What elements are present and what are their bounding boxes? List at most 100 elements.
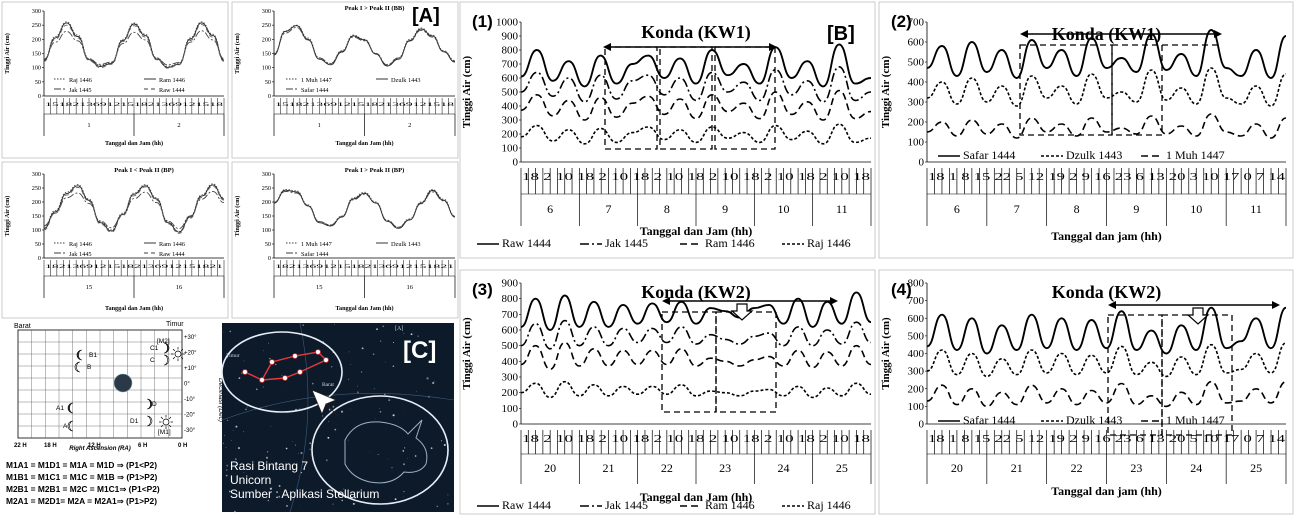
constellation-ellipse <box>311 395 449 505</box>
star-dot <box>311 382 314 385</box>
y-tick-label: 250 <box>262 185 271 192</box>
star-dot <box>278 495 281 498</box>
star-dot <box>350 458 351 459</box>
star-dot <box>447 503 449 505</box>
legend-label: Jak 1445 <box>605 236 648 250</box>
y-tick-label: 250 <box>32 22 41 29</box>
star-dot <box>361 347 364 350</box>
star-dot <box>270 425 272 427</box>
photo-barat-label: Barat <box>322 382 334 388</box>
y-tick-label: 200 <box>502 387 519 399</box>
moon-phase-icon <box>74 361 81 373</box>
star-dot <box>361 371 363 373</box>
star-dot <box>328 421 329 422</box>
star-dot <box>237 447 241 450</box>
y-tick-label: 250 <box>262 22 271 29</box>
star-dot <box>430 447 433 450</box>
y-tick-label: 100 <box>32 227 41 234</box>
y-axis-label: Tinggi Air (cm) <box>461 56 473 129</box>
star-dot <box>354 497 356 499</box>
star-dot <box>432 381 435 385</box>
star-dot <box>382 325 385 328</box>
star-dot <box>433 380 435 382</box>
earth-icon <box>113 373 133 393</box>
legend-label: Ram 1446 <box>705 498 755 512</box>
y-tick-label: 300 <box>908 97 925 109</box>
star-dot <box>286 505 288 507</box>
y-tick-label: 300 <box>32 171 41 178</box>
legend-label: Raw 1444 <box>502 498 551 512</box>
sun-ray <box>180 348 184 352</box>
star-dot <box>278 484 281 487</box>
x-tick-labels: 15182136912151821369121518 <box>275 102 455 108</box>
moon-label: [M2] <box>157 338 170 345</box>
legend-label: Raj 1446 <box>69 241 92 248</box>
chart-title: Konda (KW1) <box>641 22 751 43</box>
inset-ellipse <box>221 331 343 413</box>
day-label: 25 <box>836 461 848 475</box>
day-label: 21 <box>603 461 615 475</box>
star-dot <box>332 405 335 408</box>
y-tick-label: 0 <box>268 93 271 100</box>
y-tick-label: 600 <box>502 73 519 85</box>
series-line-3 <box>43 185 225 234</box>
series-line-0 <box>520 291 872 331</box>
day-label: 6 <box>547 202 553 216</box>
legend-label: Safar 1444 <box>963 413 1015 427</box>
legend-label: Raw 1444 <box>159 87 186 94</box>
unicorn-figure <box>344 419 428 484</box>
moon-label: C1 <box>150 345 159 352</box>
sky-timur-label: Timur <box>166 321 184 328</box>
legend-label: Safar 1444 <box>301 87 329 94</box>
star-dot <box>328 408 330 410</box>
star-dot <box>299 408 301 410</box>
series-line-2 <box>926 113 1287 139</box>
star-dot <box>263 350 265 352</box>
photo-caption-line: Unicorn <box>230 473 271 487</box>
x-tick-labels: 18213691215182136912151821 <box>45 264 223 270</box>
star-dot <box>440 440 443 442</box>
series-line-2 <box>273 190 456 228</box>
star-dot <box>417 335 419 337</box>
star-dot <box>392 365 395 368</box>
day-label: 7 <box>606 202 612 216</box>
series-line-1 <box>273 25 456 67</box>
star-dot <box>403 332 405 334</box>
legend-label: Ram 1446 <box>159 241 185 248</box>
legend-label: Raj 1446 <box>69 77 92 84</box>
star-dot <box>294 444 296 446</box>
chart-frame <box>231 1 459 159</box>
y-axis-label: Tinggi Air (cm) <box>234 33 241 74</box>
star-dot <box>246 406 248 408</box>
day-label: 11 <box>836 202 848 216</box>
day-label: 25 <box>1250 461 1262 475</box>
day-label: 16 <box>407 284 414 291</box>
sun-icon <box>174 350 182 358</box>
series-line-3 <box>520 123 872 145</box>
chart-title: Peak I > Peak II (BB) <box>345 5 405 12</box>
moon-phase-icon <box>146 415 153 427</box>
legend-label: Raw 1444 <box>159 251 186 258</box>
x-axis-label: Tanggal dan Jam (hh) <box>640 224 753 238</box>
legend-label: 1 Muh 1447 <box>1166 413 1225 427</box>
y-tick-label: 100 <box>32 65 41 72</box>
y-tick-label: 100 <box>262 227 271 234</box>
photo-inset-tag: [A] <box>395 326 403 332</box>
star-dot <box>230 440 232 441</box>
day-label: 23 <box>1130 461 1142 475</box>
y-tick-label: 0 <box>513 157 519 169</box>
star-dot <box>377 454 379 456</box>
constellation-star <box>259 377 265 383</box>
star-dot <box>347 378 350 380</box>
sky-dec-tick: +30° <box>184 335 197 341</box>
series-line-2 <box>520 89 872 121</box>
chart-number: (2) <box>891 12 912 31</box>
y-tick-label: 800 <box>908 278 925 290</box>
y-tick-label: 700 <box>908 295 925 307</box>
star-dot <box>340 410 344 413</box>
chart-frame <box>1 1 229 159</box>
legend-label: Raj 1446 <box>807 236 851 250</box>
star-dot <box>350 364 351 365</box>
panel-label: [A] <box>412 5 440 27</box>
